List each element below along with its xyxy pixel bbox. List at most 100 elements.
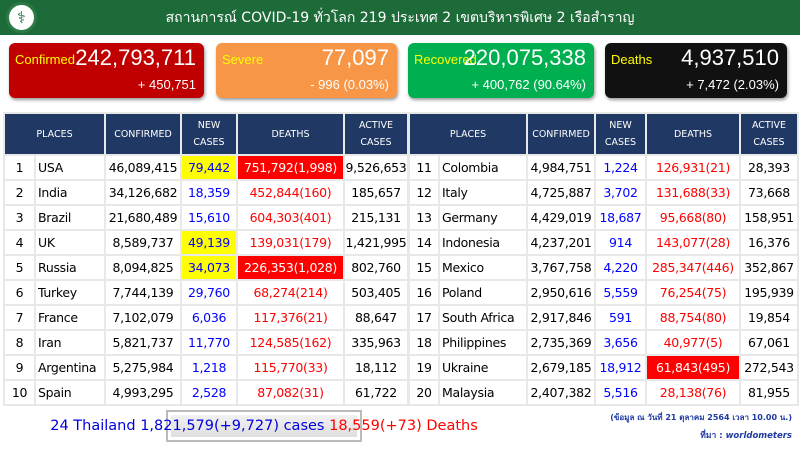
new-cases-cell: 914 bbox=[594, 229, 647, 256]
table-row: 15 Mexico 3,767,758 4,220 285,347(446) 352,86… bbox=[408, 254, 799, 281]
recovered-label: Recovered bbox=[414, 52, 477, 67]
rank-cell: 8 bbox=[3, 329, 36, 356]
confirmed-cell: 2,735,369 bbox=[526, 329, 596, 356]
new-cases-cell: 15,610 bbox=[180, 204, 238, 231]
deaths-cell: 40,977(5) bbox=[645, 329, 741, 356]
table-row: 11 Colombia 4,984,751 1,224 126,931(21) 28,39… bbox=[408, 154, 799, 181]
severe-value: 77,097 bbox=[321, 45, 389, 70]
deaths-cell: 139,031(179) bbox=[236, 229, 345, 256]
table-row: 17 South Africa 2,917,846 591 88,754(80) 19,8… bbox=[408, 304, 799, 331]
new-cases-cell: 5,516 bbox=[594, 379, 647, 406]
rank-cell: 13 bbox=[408, 204, 440, 231]
table-row: 14 Indonesia 4,237,201 914 143,077(28) 16,376 bbox=[408, 229, 799, 256]
confirmed-cell: 2,950,616 bbox=[526, 279, 596, 306]
table-row: 10 Spain 4,993,295 2,528 87,082(31) 61,722 bbox=[3, 379, 409, 406]
new-cases-cell: 3,656 bbox=[594, 329, 647, 356]
table-row: 13 Germany 4,429,019 18,687 95,668(80) 158,95… bbox=[408, 204, 799, 231]
new-cases-cell: 18,912 bbox=[594, 354, 647, 381]
active-cases-cell: 16,376 bbox=[739, 229, 799, 256]
header-confirmed[interactable]: CONFIRMED bbox=[104, 112, 182, 156]
table-row: 3 Brazil 21,680,489 15,610 604,303(401) 215,1… bbox=[3, 204, 409, 231]
header-deaths[interactable]: DEATHS bbox=[236, 112, 345, 156]
table-header-row: PLACES CONFIRMED NEW CASES DEATHS ACTIVE CASES bbox=[408, 112, 799, 156]
header-active-cases[interactable]: ACTIVE CASES bbox=[739, 112, 799, 156]
active-cases-cell: 67,061 bbox=[739, 329, 799, 356]
place-cell: UK bbox=[34, 229, 106, 256]
place-cell: South Africa bbox=[438, 304, 528, 331]
deaths-cell: 126,931(21) bbox=[645, 154, 741, 181]
confirmed-cell: 5,821,737 bbox=[104, 329, 182, 356]
deaths-cell: 751,792(1,998) bbox=[236, 154, 345, 181]
place-cell: Spain bbox=[34, 379, 106, 406]
header-new-cases[interactable]: NEW CASES bbox=[180, 112, 238, 156]
header-new-cases[interactable]: NEW CASES bbox=[594, 112, 647, 156]
rank-cell: 20 bbox=[408, 379, 440, 406]
active-cases-cell: 185,657 bbox=[343, 179, 409, 206]
deaths-card: Deaths 4,937,510 + 7,472 (2.03%) bbox=[605, 43, 787, 98]
new-cases-cell: 4,220 bbox=[594, 254, 647, 281]
rank-cell: 14 bbox=[408, 229, 440, 256]
deaths-cell: 115,770(33) bbox=[236, 354, 345, 381]
active-cases-cell: 335,963 bbox=[343, 329, 409, 356]
confirmed-cell: 4,725,887 bbox=[526, 179, 596, 206]
new-cases-cell: 1,224 bbox=[594, 154, 647, 181]
thailand-summary: 24 Thailand 1,821,579(+9,727) cases 18,5… bbox=[50, 410, 478, 442]
deaths-cell: 285,347(446) bbox=[645, 254, 741, 281]
place-cell: Argentina bbox=[34, 354, 106, 381]
header-bar: ⚕ สถานการณ์ COVID-19 ทั่วโลก 219 ประเทศ … bbox=[0, 0, 800, 35]
active-cases-cell: 503,405 bbox=[343, 279, 409, 306]
active-cases-cell: 9,526,653 bbox=[343, 154, 409, 181]
recovered-value: 220,075,338 bbox=[463, 45, 586, 70]
department-logo-icon: ⚕ bbox=[6, 2, 37, 33]
confirmed-cell: 3,767,758 bbox=[526, 254, 596, 281]
table-row: 5 Russia 8,094,825 34,073 226,353(1,028) 802,… bbox=[3, 254, 409, 281]
header-places[interactable]: PLACES bbox=[408, 112, 528, 156]
new-cases-cell: 5,559 bbox=[594, 279, 647, 306]
new-cases-cell: 591 bbox=[594, 304, 647, 331]
confirmed-cell: 21,680,489 bbox=[104, 204, 182, 231]
confirmed-cell: 8,589,737 bbox=[104, 229, 182, 256]
table-row: 20 Malaysia 2,407,382 5,516 28,138(76) 81,955 bbox=[408, 379, 799, 406]
new-cases-cell: 6,036 bbox=[180, 304, 238, 331]
header-active-cases[interactable]: ACTIVE CASES bbox=[343, 112, 409, 156]
deaths-value: 4,937,510 bbox=[681, 45, 779, 70]
active-cases-cell: 28,393 bbox=[739, 154, 799, 181]
place-cell: Brazil bbox=[34, 204, 106, 231]
place-cell: Russia bbox=[34, 254, 106, 281]
table-row: 19 Ukraine 2,679,185 18,912 61,843(495) 272,5… bbox=[408, 354, 799, 381]
thailand-deaths: 18,559(+73) Deaths bbox=[329, 418, 478, 434]
severe-card: Severe 77,097 - 996 (0.03%) bbox=[216, 43, 397, 98]
rank-cell: 6 bbox=[3, 279, 36, 306]
confirmed-cell: 34,126,682 bbox=[104, 179, 182, 206]
table-row: 2 India 34,126,682 18,359 452,844(160) 185,65… bbox=[3, 179, 409, 206]
rank-cell: 9 bbox=[3, 354, 36, 381]
rank-cell: 4 bbox=[3, 229, 36, 256]
deaths-cell: 76,254(75) bbox=[645, 279, 741, 306]
recovered-card: Recovered 220,075,338 + 400,762 (90.64%) bbox=[408, 43, 594, 98]
place-cell: Ukraine bbox=[438, 354, 528, 381]
deaths-cell: 28,138(76) bbox=[645, 379, 741, 406]
confirmed-cell: 2,917,846 bbox=[526, 304, 596, 331]
table-row: 7 France 7,102,079 6,036 117,376(21) 88,647 bbox=[3, 304, 409, 331]
rank-cell: 18 bbox=[408, 329, 440, 356]
new-cases-cell: 11,770 bbox=[180, 329, 238, 356]
place-cell: Poland bbox=[438, 279, 528, 306]
header-places[interactable]: PLACES bbox=[3, 112, 106, 156]
place-cell: Indonesia bbox=[438, 229, 528, 256]
confirmed-value: 242,793,711 bbox=[75, 45, 196, 70]
source-name: worldometers bbox=[725, 431, 792, 441]
table-row: 12 Italy 4,725,887 3,702 131,688(33) 73,668 bbox=[408, 179, 799, 206]
deaths-cell: 87,082(31) bbox=[236, 379, 345, 406]
table-row: 8 Iran 5,821,737 11,770 124,585(162) 335,963 bbox=[3, 329, 409, 356]
table-row: 9 Argentina 5,275,984 1,218 115,770(33) 18,11… bbox=[3, 354, 409, 381]
header-confirmed[interactable]: CONFIRMED bbox=[526, 112, 596, 156]
deaths-cell: 88,754(80) bbox=[645, 304, 741, 331]
confirmed-cell: 46,089,415 bbox=[104, 154, 182, 181]
table-header-row: PLACES CONFIRMED NEW CASES DEATHS ACTIVE CASES bbox=[3, 112, 409, 156]
confirmed-cell: 4,993,295 bbox=[104, 379, 182, 406]
confirmed-cell: 2,407,382 bbox=[526, 379, 596, 406]
recovered-change: + 400,762 (90.64%) bbox=[471, 77, 586, 92]
header-deaths[interactable]: DEATHS bbox=[645, 112, 741, 156]
deaths-cell: 124,585(162) bbox=[236, 329, 345, 356]
rank-cell: 12 bbox=[408, 179, 440, 206]
